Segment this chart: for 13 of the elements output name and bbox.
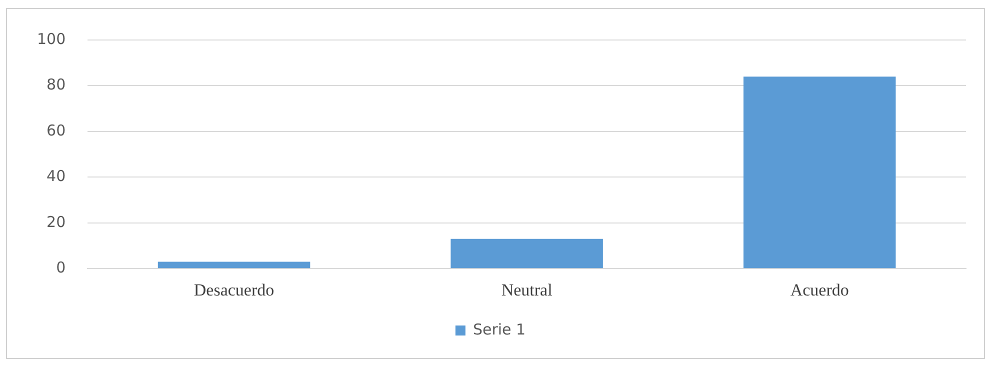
y-tick-label: 40 xyxy=(46,167,66,186)
y-tick-label: 80 xyxy=(46,76,66,94)
y-tick-label: 0 xyxy=(56,258,66,276)
bar xyxy=(743,76,896,268)
y-tick-label: 100 xyxy=(36,30,66,48)
bar xyxy=(158,262,310,268)
x-tick-label: Desacuerdo xyxy=(194,280,274,300)
legend-label: Serie 1 xyxy=(472,320,526,338)
y-tick-label: 20 xyxy=(46,212,66,231)
x-tick-label: Acuerdo xyxy=(790,280,849,300)
y-tick-label: 60 xyxy=(46,121,66,140)
bar xyxy=(450,238,603,268)
x-tick-label: Neutral xyxy=(501,280,553,300)
